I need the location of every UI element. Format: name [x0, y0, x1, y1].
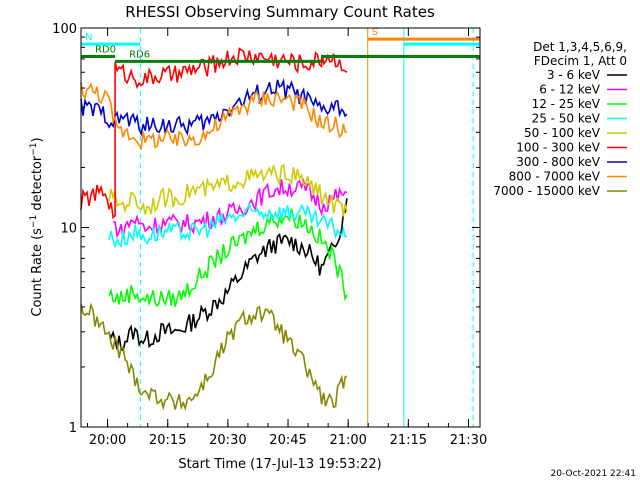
- series-line-3-6-kev: [108, 198, 348, 353]
- generation-timestamp: 20-Oct-2021 22:41: [551, 469, 636, 479]
- legend: Det 1,3,4,5,6,9, FDecim 1, Att 0 3 - 6 k…: [493, 40, 627, 198]
- y-tick-label: 1: [69, 421, 77, 436]
- legend-label-6-12-kev: 6 - 12 keV: [539, 83, 601, 97]
- x-tick-label: 21:15: [390, 433, 427, 448]
- plot-area: RD0 RD6 N S: [80, 27, 480, 427]
- series-3-6-kev: [108, 198, 348, 353]
- mode-bar-label-s: S: [372, 27, 378, 38]
- legend-header-2: FDecim 1, Att 0: [534, 54, 627, 68]
- mode-bar-label-rd6: RD6: [129, 49, 150, 60]
- series-line-300-800-kev: [80, 77, 348, 137]
- legend-header-1: Det 1,3,4,5,6,9,: [533, 40, 627, 54]
- series-12-25-kev: [108, 208, 348, 308]
- x-tick-label: 20:15: [149, 433, 186, 448]
- legend-label-300-800-kev: 300 - 800 keV: [516, 155, 600, 169]
- series-line-25-50-kev: [108, 202, 347, 249]
- series-line-100-300-kev: [80, 47, 348, 220]
- mode-bar-label-n: N: [85, 32, 92, 43]
- y-axis: 1 10 100: [52, 22, 480, 436]
- series-line-800-7000-kev: [80, 82, 348, 151]
- y-tick-label: 100: [52, 22, 77, 37]
- y-axis-label: Count Rate (s−1 detector−1): [29, 137, 45, 316]
- plot-frame: [80, 27, 481, 428]
- legend-label-800-7000-kev: 800 - 7000 keV: [509, 170, 601, 184]
- series-800-7000-kev: [80, 82, 348, 151]
- series-line-7000-15000-kev: [80, 302, 348, 412]
- legend-label-50-100-kev: 50 - 100 keV: [524, 126, 601, 140]
- x-tick-label: 20:30: [209, 433, 246, 448]
- series-50-100-kev: [108, 163, 348, 217]
- legend-label-25-50-kev: 25 - 50 keV: [532, 112, 601, 126]
- x-axis: 20:00 20:15 20:30 20:45 21:00 21:15 21:30: [87, 28, 487, 448]
- x-tick-label: 20:45: [269, 433, 306, 448]
- series-100-300-kev: [80, 47, 348, 220]
- x-tick-label: 20:00: [89, 433, 126, 448]
- x-axis-label: Start Time (17-Jul-13 19:53:22): [178, 457, 381, 472]
- mode-bar-label-rd0: RD0: [95, 44, 116, 55]
- series-line-50-100-kev: [108, 163, 348, 217]
- series-line-12-25-kev: [108, 208, 348, 308]
- series-7000-15000-kev: [80, 302, 348, 412]
- legend-label-12-25-kev: 12 - 25 keV: [532, 97, 601, 111]
- y-tick-label: 10: [60, 222, 77, 237]
- legend-label-100-300-kev: 100 - 300 keV: [516, 141, 600, 155]
- series-300-800-kev: [80, 77, 348, 137]
- legend-label-3-6-kev: 3 - 6 keV: [547, 68, 601, 82]
- legend-label-7000-15000-kev: 7000 - 15000 keV: [493, 184, 600, 198]
- x-tick-label: 21:30: [450, 433, 487, 448]
- x-tick-label: 21:00: [329, 433, 366, 448]
- series-25-50-kev: [108, 202, 347, 249]
- chart-title: RHESSI Observing Summary Count Rates: [125, 3, 435, 21]
